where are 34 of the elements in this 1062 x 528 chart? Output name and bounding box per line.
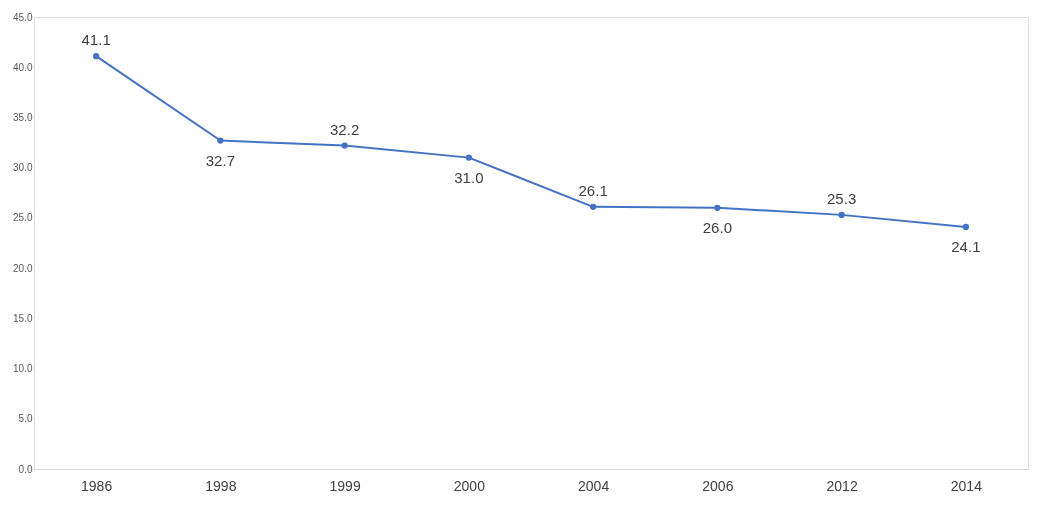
point bbox=[962, 223, 970, 231]
data-label: 32.7 bbox=[205, 151, 235, 169]
y-tick-label: 45.0 bbox=[13, 11, 33, 23]
point bbox=[714, 204, 721, 211]
y-tick-label: 25.0 bbox=[13, 212, 33, 224]
x-tick-label: 2006 bbox=[702, 477, 734, 494]
point bbox=[92, 53, 100, 60]
y-tick-label: 30.0 bbox=[13, 162, 33, 174]
y-tick-label: 40.0 bbox=[13, 61, 33, 73]
x-tick-label: 2012 bbox=[826, 477, 858, 494]
x-tick-label: 2014 bbox=[950, 477, 983, 494]
point bbox=[465, 154, 473, 161]
y-tick-label: 0.0 bbox=[18, 463, 33, 475]
y-tick-label: 5.0 bbox=[18, 413, 33, 425]
data-label: 25.3 bbox=[827, 189, 857, 207]
data-label: 32.2 bbox=[330, 120, 360, 138]
y-tick-label: 10.0 bbox=[13, 363, 33, 375]
x-tick-label: 2004 bbox=[578, 477, 610, 494]
data-label: 24.1 bbox=[951, 237, 981, 255]
x-tick-label: 1986 bbox=[81, 477, 113, 494]
point bbox=[589, 203, 597, 210]
y-tick-label: 15.0 bbox=[13, 312, 33, 324]
point bbox=[341, 142, 348, 149]
data-label: 41.1 bbox=[81, 31, 111, 49]
point bbox=[217, 137, 224, 144]
data-label: 31.0 bbox=[454, 168, 484, 186]
x-tick-label: 1999 bbox=[329, 477, 361, 494]
x-tick-label: 2000 bbox=[453, 477, 486, 494]
data-label: 26.1 bbox=[578, 181, 608, 199]
point bbox=[838, 211, 845, 219]
data-label: 26.0 bbox=[702, 218, 732, 236]
x-tick-label: 1998 bbox=[205, 477, 237, 494]
y-tick-label: 20.0 bbox=[13, 262, 33, 274]
y-tick-label: 35.0 bbox=[13, 111, 33, 123]
